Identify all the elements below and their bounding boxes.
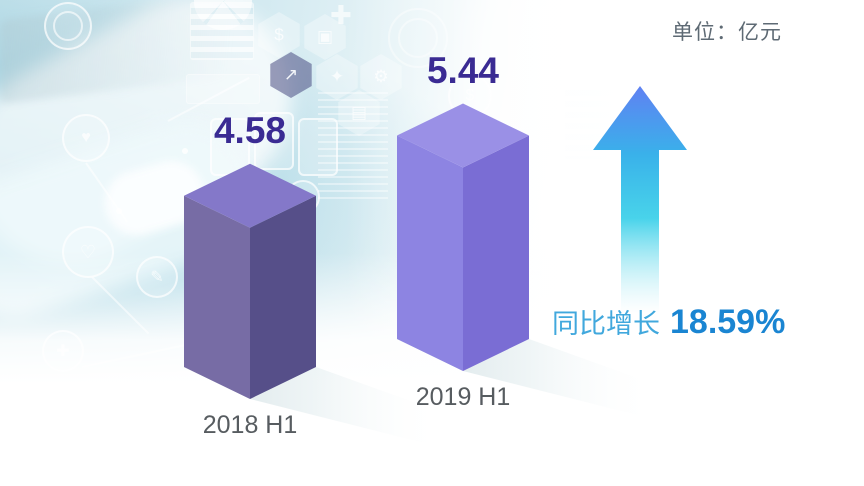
category-label-2018: 2018 H1 (202, 411, 298, 439)
growth-arrow-icon (593, 86, 687, 314)
bar-left-face (397, 135, 463, 371)
bar-right-face (250, 195, 316, 399)
growth-value: 18.59% (670, 303, 786, 341)
growth-label: 同比增长 (552, 309, 660, 339)
value-label-2019: 5.44 (426, 49, 499, 91)
growth-annotation: 同比增长 18.59% (552, 302, 785, 342)
bar-2019-h1 (397, 103, 529, 371)
bar-top-face (397, 103, 529, 168)
category-label-2019: 2019 H1 (415, 383, 511, 411)
value-label-2018: 4.58 (213, 109, 286, 151)
bar-left-face (184, 195, 250, 399)
bar-top-face (184, 163, 316, 228)
bar-right-face (463, 135, 529, 371)
unit-label: 单位：亿元 (672, 21, 782, 44)
bar-2018-h1 (184, 163, 316, 399)
